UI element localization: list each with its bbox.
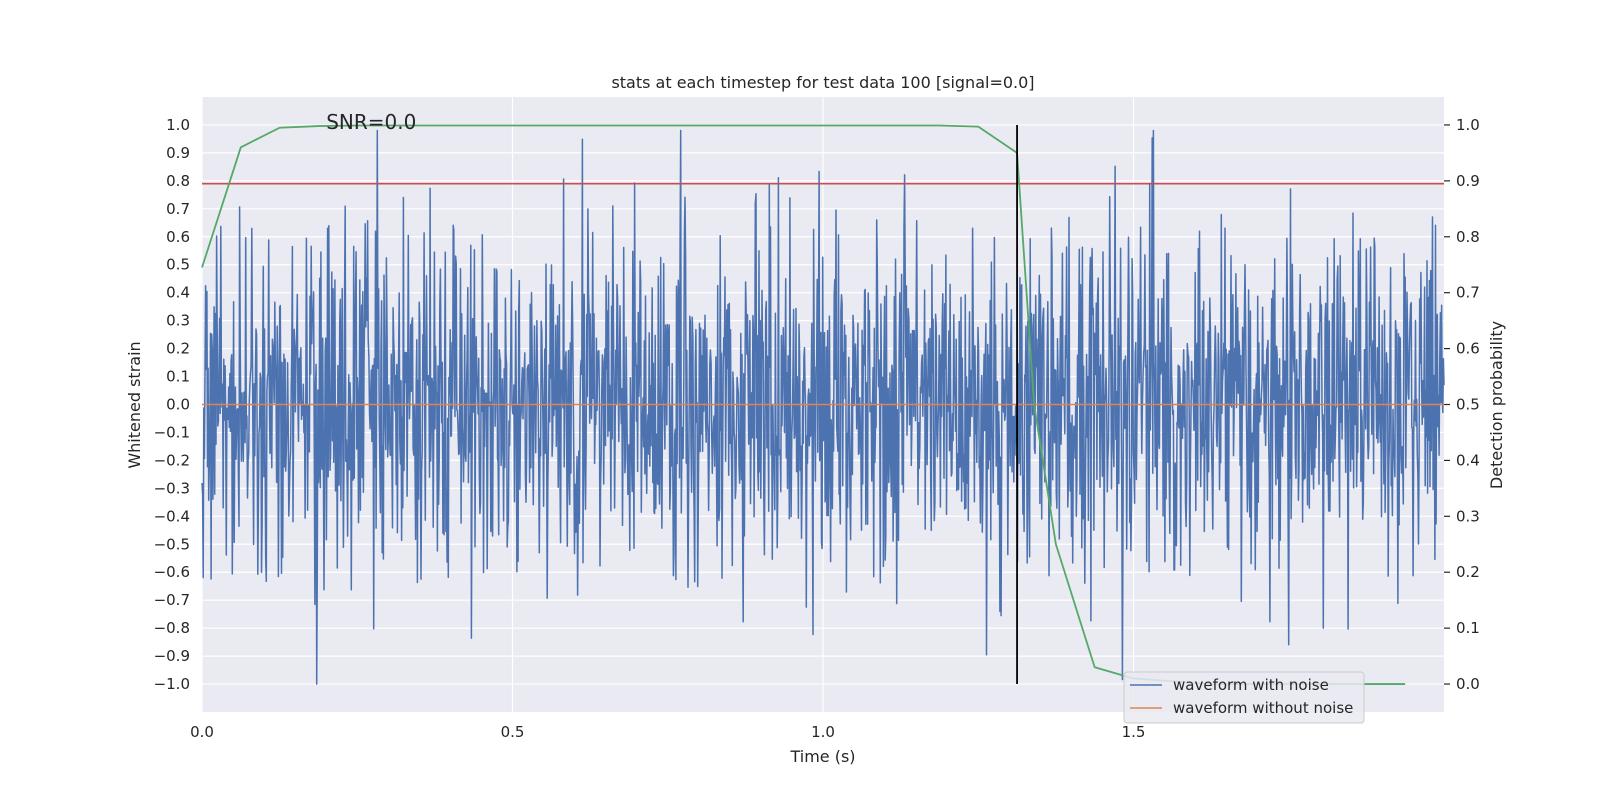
y-tick-label: 1.0: [166, 116, 190, 134]
y-tick-label: 0.4: [166, 284, 190, 302]
y-tick-label: 0.5: [166, 256, 190, 274]
y-tick-label: 0.7: [166, 200, 190, 218]
y2-tick-label: 0.8: [1456, 228, 1480, 246]
y-axis-ticks: 1.0 0.9 0.8 0.7 0.6 0.5 0.4 0.3 0.2 0.1 0.0 −0.1 −0.…: [154, 116, 190, 693]
x-axis-label: Time (s): [789, 747, 855, 766]
y2-tick-label: 0.3: [1456, 507, 1480, 525]
y-tick-label: −1.0: [154, 675, 190, 693]
legend: waveform with noise waveform without noi…: [1123, 671, 1365, 724]
y2-tick-label: 0.5: [1456, 396, 1480, 414]
y-tick-label: 0.9: [166, 144, 190, 162]
y-tick-label: −0.9: [154, 647, 190, 665]
y-tick-label: −0.4: [154, 507, 190, 525]
x-tick-label: 1.0: [811, 723, 835, 741]
series-layer: [201, 124, 1445, 685]
y-tick-label: −0.2: [154, 451, 190, 469]
legend-box: [1123, 671, 1365, 724]
y-tick-label: −0.7: [154, 591, 190, 609]
y-tick-label: 0.1: [166, 368, 190, 386]
x-axis-ticks: 0.0 0.5 1.0 1.5: [190, 723, 1145, 741]
y-tick-label: 0.3: [166, 312, 190, 330]
y-axis-label: Whitened strain: [125, 341, 144, 468]
x-tick-label: 0.0: [190, 723, 214, 741]
y2-tick-label: 0.0: [1456, 675, 1480, 693]
y-tick-label: −0.3: [154, 479, 190, 497]
y-tick-label: 0.2: [166, 340, 190, 358]
y2-axis-ticks: 1.0 0.9 0.8 0.7 0.6 0.5 0.4 0.3 0.2 0.1 0.0: [1444, 116, 1480, 693]
x-tick-label: 0.5: [501, 723, 525, 741]
y2-tick-label: 0.7: [1456, 284, 1480, 302]
legend-label-without-noise: waveform without noise: [1173, 699, 1353, 717]
y-tick-label: −0.5: [154, 535, 190, 553]
series-waveform-with-noise: [201, 129, 1445, 685]
x-tick-label: 1.5: [1122, 723, 1146, 741]
y-tick-label: −0.8: [154, 619, 190, 637]
y2-tick-label: 0.1: [1456, 619, 1480, 637]
y2-tick-label: 1.0: [1456, 116, 1480, 134]
legend-label-with-noise: waveform with noise: [1173, 676, 1329, 694]
snr-annotation: SNR=0.0: [326, 110, 416, 134]
y2-axis-label: Detection probability: [1487, 321, 1506, 489]
y-tick-label: 0.0: [166, 396, 190, 414]
y2-tick-label: 0.2: [1456, 563, 1480, 581]
chart-title: stats at each timestep for test data 100…: [611, 73, 1034, 92]
y-tick-label: −0.1: [154, 423, 190, 441]
y2-tick-label: 0.9: [1456, 172, 1480, 190]
y-tick-label: 0.8: [166, 172, 190, 190]
y2-tick-label: 0.6: [1456, 340, 1480, 358]
y-tick-label: 0.6: [166, 228, 190, 246]
y-tick-label: −0.6: [154, 563, 190, 581]
y2-tick-label: 0.4: [1456, 451, 1480, 469]
